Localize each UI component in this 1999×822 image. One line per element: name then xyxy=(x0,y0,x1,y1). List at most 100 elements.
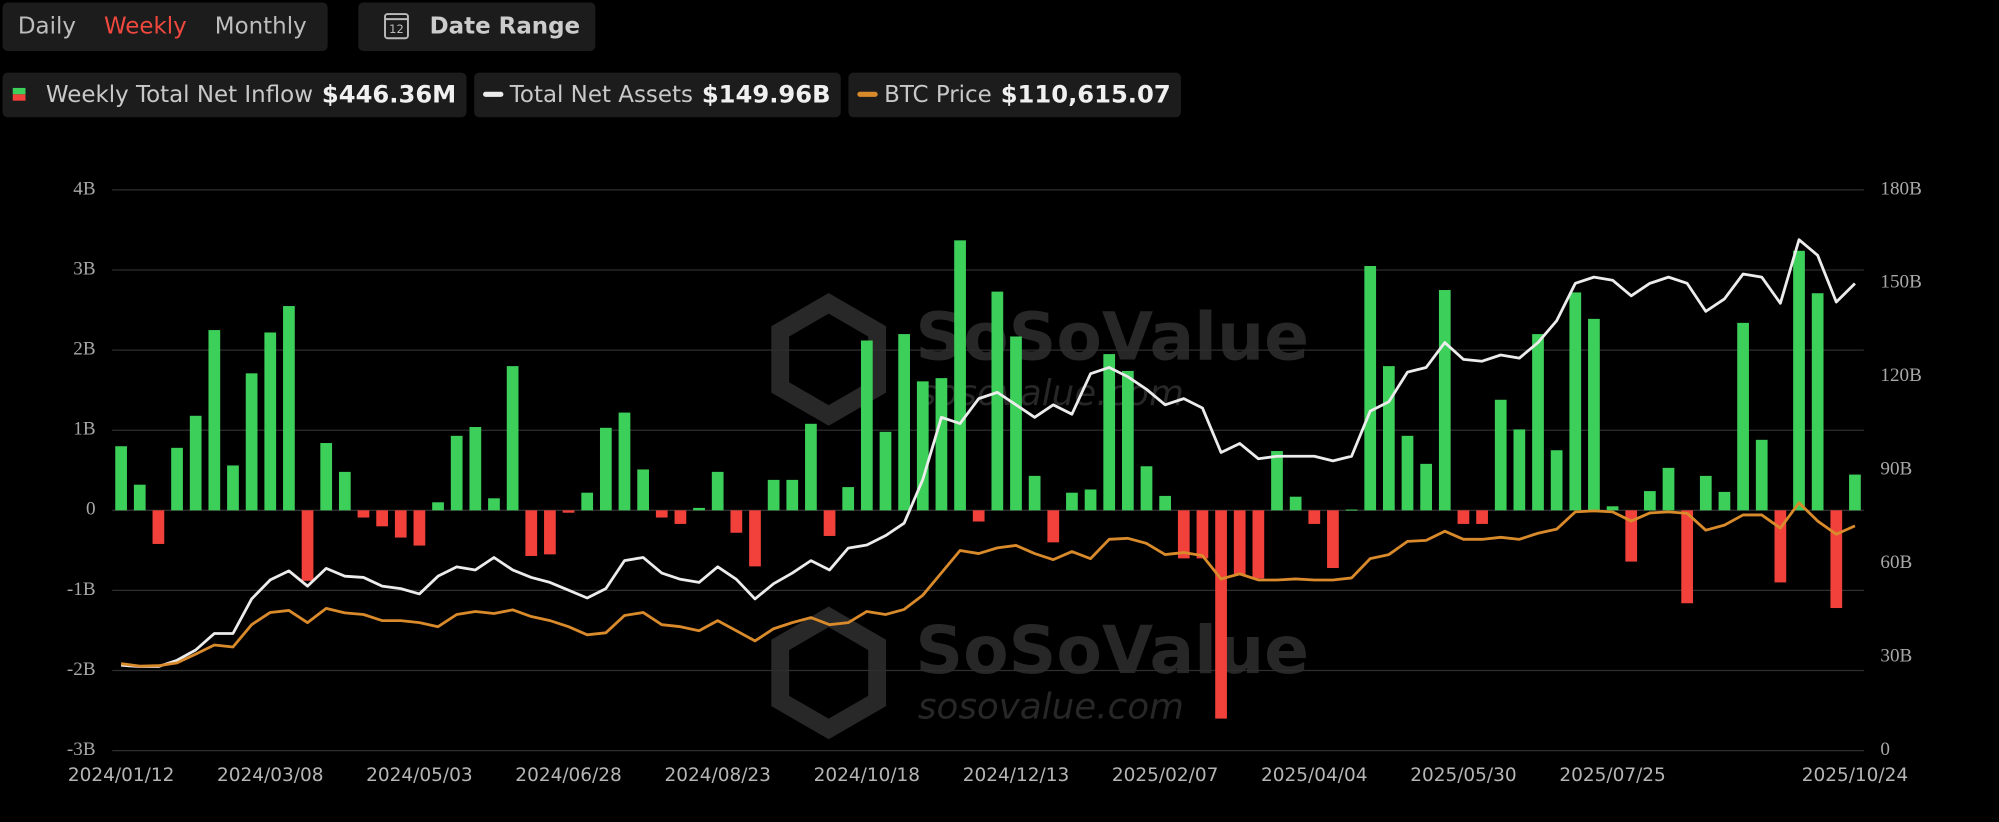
bar xyxy=(1569,292,1582,511)
bar xyxy=(1401,435,1414,511)
legend-item: Weekly Total Net Inflow $446.36M xyxy=(2,72,467,118)
x-tick-label: 2024/12/13 xyxy=(963,765,1069,786)
y-tick-label: 3B xyxy=(73,258,95,279)
x-tick-label: 2025/05/30 xyxy=(1410,765,1516,786)
legend-label: BTC Price xyxy=(884,82,992,108)
y2-tick-label: 90B xyxy=(1880,459,1912,480)
bar xyxy=(1196,510,1209,559)
bar xyxy=(245,373,258,511)
legend-pill xyxy=(474,72,841,118)
bar xyxy=(320,443,333,511)
x-tick-label: 2025/04/04 xyxy=(1261,765,1367,786)
legend-item: Total Net Assets $149.96B xyxy=(474,72,841,118)
watermark-title: SoSoValue xyxy=(915,611,1309,689)
range-option[interactable]: Daily xyxy=(18,13,76,39)
legend-value: $149.96B xyxy=(702,81,831,109)
bar xyxy=(450,435,463,511)
y-tick-label: 2B xyxy=(73,338,95,359)
legend-swatch xyxy=(12,94,26,101)
bar xyxy=(1327,510,1339,568)
bar xyxy=(637,469,649,511)
bar xyxy=(1420,463,1433,511)
bar xyxy=(1271,451,1283,511)
bar xyxy=(1289,496,1302,511)
x-tick-label: 2024/08/23 xyxy=(664,765,770,786)
bar xyxy=(208,330,221,511)
bar xyxy=(1774,510,1787,583)
bar xyxy=(1233,510,1246,575)
bar xyxy=(338,471,351,511)
bar xyxy=(301,510,314,581)
bar xyxy=(1028,475,1041,511)
bar xyxy=(1476,510,1488,524)
legend-value: $446.36M xyxy=(322,81,456,109)
x-tick-label: 2025/07/25 xyxy=(1559,765,1665,786)
bar xyxy=(767,479,780,511)
y-tick-label: 1B xyxy=(73,419,95,440)
legend-value: $110,615.07 xyxy=(1001,81,1171,109)
range-toggle xyxy=(2,2,328,51)
bar xyxy=(506,366,519,511)
watermark-logo xyxy=(771,606,887,740)
bar xyxy=(1625,510,1638,562)
bar xyxy=(898,334,910,511)
bar xyxy=(749,510,761,567)
bar xyxy=(1681,510,1694,604)
bar xyxy=(1177,510,1190,559)
y2-tick-label: 180B xyxy=(1880,178,1921,199)
bar xyxy=(1532,334,1544,511)
bar xyxy=(1494,399,1507,511)
bar xyxy=(711,471,724,511)
bar xyxy=(860,340,873,511)
calendar-icon-label: 12 xyxy=(389,22,404,36)
range-option[interactable]: Weekly xyxy=(104,13,187,39)
bar xyxy=(1215,510,1227,719)
watermark-logo xyxy=(771,293,887,426)
bar xyxy=(1662,467,1675,511)
bar xyxy=(842,487,855,511)
bar xyxy=(1830,510,1843,609)
bar xyxy=(1364,265,1377,511)
bar xyxy=(972,510,985,522)
bar xyxy=(879,431,892,511)
x-tick-label: 2024/10/18 xyxy=(814,765,920,786)
bar xyxy=(693,507,705,511)
y-tick-label: 0 xyxy=(86,499,96,520)
bar xyxy=(581,492,594,511)
bar xyxy=(394,510,407,538)
bar xyxy=(544,510,556,555)
y2-tick-label: 30B xyxy=(1880,646,1912,667)
x-tick-label: 2024/06/28 xyxy=(515,765,621,786)
bar xyxy=(413,510,426,546)
range-option[interactable]: Monthly xyxy=(215,13,307,39)
x-tick-label: 2025/10/24 xyxy=(1802,765,1908,786)
bar xyxy=(1159,495,1172,511)
bar xyxy=(115,446,127,511)
bar xyxy=(674,510,687,524)
bar xyxy=(469,427,482,511)
x-tick-label: 2024/03/08 xyxy=(217,765,323,786)
bar xyxy=(189,415,202,511)
bar xyxy=(1606,506,1619,511)
x-tick-label: 2024/01/12 xyxy=(68,765,174,786)
bar xyxy=(152,510,165,544)
bar xyxy=(730,510,743,533)
bar xyxy=(823,510,836,536)
bar xyxy=(1699,475,1712,511)
date-range-label[interactable]: Date Range xyxy=(430,13,581,39)
line xyxy=(120,501,1856,668)
bar xyxy=(432,502,444,511)
bar xyxy=(1513,429,1526,511)
bar xyxy=(171,447,183,511)
legend-label: Total Net Assets xyxy=(509,82,693,108)
bar xyxy=(376,510,388,527)
y-tick-label: 4B xyxy=(73,178,95,199)
bar xyxy=(1737,322,1749,511)
bar xyxy=(357,510,370,518)
bar xyxy=(133,484,146,511)
bar xyxy=(1793,250,1805,511)
legend-pill xyxy=(848,72,1181,118)
date-range-button[interactable] xyxy=(358,2,596,51)
y2-tick-label: 150B xyxy=(1880,272,1921,293)
bar xyxy=(618,412,631,511)
